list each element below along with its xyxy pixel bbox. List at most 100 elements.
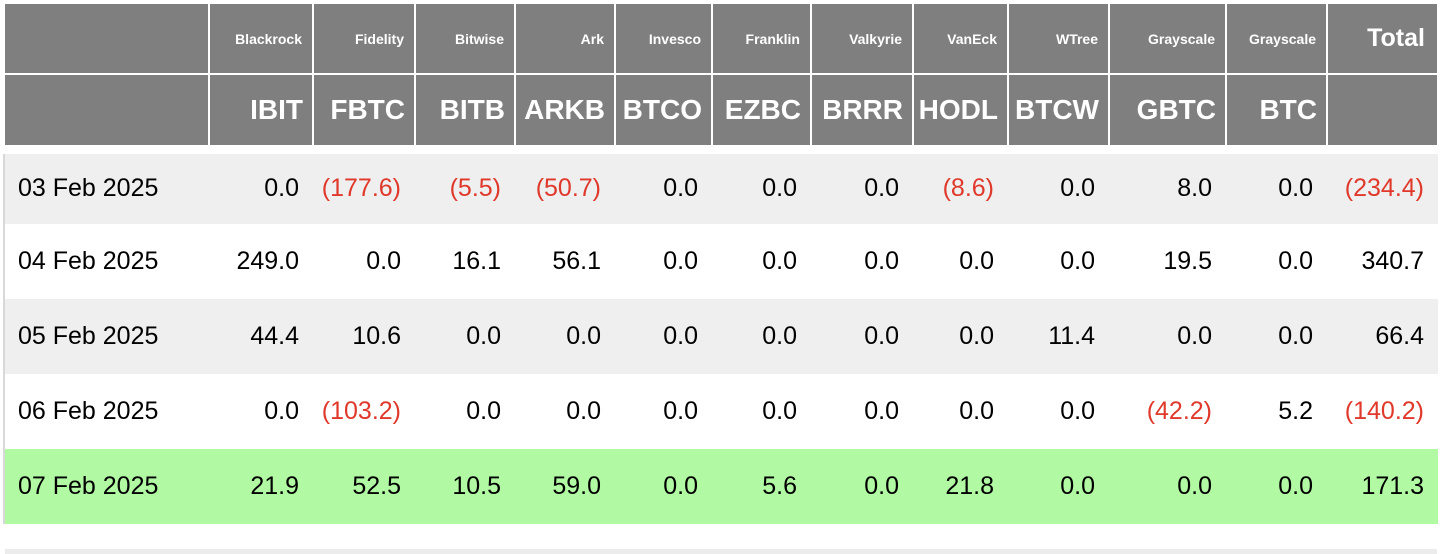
value-cell: 0.0: [864, 247, 899, 275]
value-cell: 5.2: [1278, 397, 1313, 425]
provider-header: Fidelity: [312, 2, 416, 75]
value-cell: 0.0: [663, 397, 698, 425]
provider-header: Blackrock: [208, 2, 314, 75]
total-header: Total: [1326, 2, 1439, 75]
value-cell: 59.0: [552, 472, 601, 500]
value-cell: 0.0: [663, 322, 698, 350]
provider-header: Valkyrie: [810, 2, 914, 75]
value-cell: 249.0: [236, 247, 299, 275]
ticker-header: ARKB: [514, 73, 616, 150]
value-cell: 16.1: [452, 247, 501, 275]
ticker-header: BTC: [1225, 73, 1328, 150]
value-cell: 0.0: [959, 247, 994, 275]
provider-header: Ark: [514, 2, 616, 75]
provider-header: Grayscale: [1225, 2, 1328, 75]
value-cell: 0.0: [1278, 322, 1313, 350]
total-value-cell: (234.4): [1327, 144, 1438, 224]
provider-header: WTree: [1007, 2, 1110, 75]
provider-header: Franklin: [711, 2, 812, 75]
value-cell: 52.5: [352, 472, 401, 500]
table-row: 04 Feb 2025 249.0 0.0 16.1 56.1 0.0 0.0 0.0 0.0 0…: [3, 224, 1438, 299]
value-cell: 10.5: [452, 472, 501, 500]
value-cell: 0.0: [264, 397, 299, 425]
value-cell: 5.6: [762, 472, 797, 500]
value-cell: (177.6): [313, 144, 415, 224]
value-cell: 0.0: [1060, 472, 1095, 500]
ticker-header: BTCO: [614, 73, 713, 150]
value-cell: 8.0: [1109, 144, 1226, 224]
table-body: 03 Feb 2025 0.0 (177.6) (5.5) (50.7) 0.0 0.0 0.…: [3, 144, 1438, 524]
total-value-cell: (140.2): [1344, 397, 1424, 425]
value-cell: 0.0: [864, 472, 899, 500]
value-cell: 0.0: [712, 144, 811, 224]
value-cell: (8.6): [913, 144, 1008, 224]
total-value-cell: 171.3: [1361, 472, 1424, 500]
value-cell: 0.0: [1278, 247, 1313, 275]
value-cell: 0.0: [615, 144, 712, 224]
total-value-cell: 66.4: [1375, 322, 1424, 350]
date-cell: 03 Feb 2025: [3, 144, 209, 224]
value-cell: 0.0: [1226, 144, 1327, 224]
value-cell: 0.0: [762, 397, 797, 425]
table-row: 03 Feb 2025 0.0 (177.6) (5.5) (50.7) 0.0 0.0 0.…: [3, 144, 1438, 224]
value-cell: 0.0: [366, 247, 401, 275]
provider-header: VanEck: [912, 2, 1009, 75]
date-cell: 04 Feb 2025: [3, 224, 209, 299]
value-cell: 0.0: [466, 322, 501, 350]
ticker-header: BTCW: [1007, 73, 1110, 150]
date-cell: 05 Feb 2025: [3, 299, 209, 374]
date-cell: 06 Feb 2025: [3, 374, 209, 449]
provider-header: Bitwise: [414, 2, 516, 75]
table-header: Blackrock Fidelity Bitwise Ark Invesco Frankl…: [3, 2, 1439, 150]
date-cell: 07 Feb 2025: [3, 449, 209, 524]
provider-header: Grayscale: [1108, 2, 1227, 75]
value-cell: 0.0: [864, 322, 899, 350]
ticker-header: IBIT: [208, 73, 314, 150]
value-cell: 0.0: [1177, 322, 1212, 350]
value-cell: 0.0: [566, 397, 601, 425]
value-cell: 0.0: [762, 247, 797, 275]
table-row: 05 Feb 2025 44.4 10.6 0.0 0.0 0.0 0.0 0.0 0.0 11.…: [3, 299, 1438, 374]
value-cell: 19.5: [1163, 247, 1212, 275]
value-cell: (50.7): [515, 144, 615, 224]
value-cell: 0.0: [959, 397, 994, 425]
value-cell: 0.0: [1060, 397, 1095, 425]
value-cell: 0.0: [1278, 472, 1313, 500]
total-value-cell: 340.7: [1361, 247, 1424, 275]
etf-flow-table: Blackrock Fidelity Bitwise Ark Invesco Frankl…: [3, 2, 1439, 524]
value-cell: 21.9: [250, 472, 299, 500]
value-cell: 0.0: [811, 144, 913, 224]
ticker-header: GBTC: [1108, 73, 1227, 150]
value-cell: (42.2): [1146, 397, 1212, 425]
provider-header-row: Blackrock Fidelity Bitwise Ark Invesco Frankl…: [3, 2, 1439, 75]
next-row-partial: [5, 549, 1437, 554]
provider-header: Invesco: [614, 2, 713, 75]
corner-cell: [3, 2, 210, 75]
value-cell: 0.0: [864, 397, 899, 425]
value-cell: 10.6: [352, 322, 401, 350]
value-cell: 11.4: [1048, 322, 1095, 350]
value-cell: 21.8: [945, 472, 994, 500]
value-cell: (5.5): [415, 144, 515, 224]
value-cell: (103.2): [321, 397, 401, 425]
value-cell: 0.0: [762, 322, 797, 350]
value-cell: 0.0: [209, 144, 313, 224]
ticker-header: FBTC: [312, 73, 416, 150]
ticker-header: HODL: [912, 73, 1009, 150]
ticker-header: BRRR: [810, 73, 914, 150]
ticker-header: EZBC: [711, 73, 812, 150]
corner-cell: [3, 73, 210, 150]
table-row: 06 Feb 2025 0.0 (103.2) 0.0 0.0 0.0 0.0 0.0 0.0 0…: [3, 374, 1438, 449]
value-cell: 0.0: [663, 472, 698, 500]
ticker-header-row: IBIT FBTC BITB ARKB BTCO EZBC BRRR HODL BTCW GBTC…: [3, 73, 1439, 150]
value-cell: 0.0: [1177, 472, 1212, 500]
value-cell: 44.4: [250, 322, 299, 350]
value-cell: 0.0: [466, 397, 501, 425]
value-cell: 0.0: [663, 247, 698, 275]
value-cell: 0.0: [1060, 247, 1095, 275]
value-cell: 0.0: [566, 322, 601, 350]
value-cell: 0.0: [1008, 144, 1109, 224]
value-cell: 56.1: [552, 247, 601, 275]
table-row: 07 Feb 2025 21.9 52.5 10.5 59.0 0.0 5.6 0.0 21.8…: [3, 449, 1438, 524]
ticker-header: BITB: [414, 73, 516, 150]
